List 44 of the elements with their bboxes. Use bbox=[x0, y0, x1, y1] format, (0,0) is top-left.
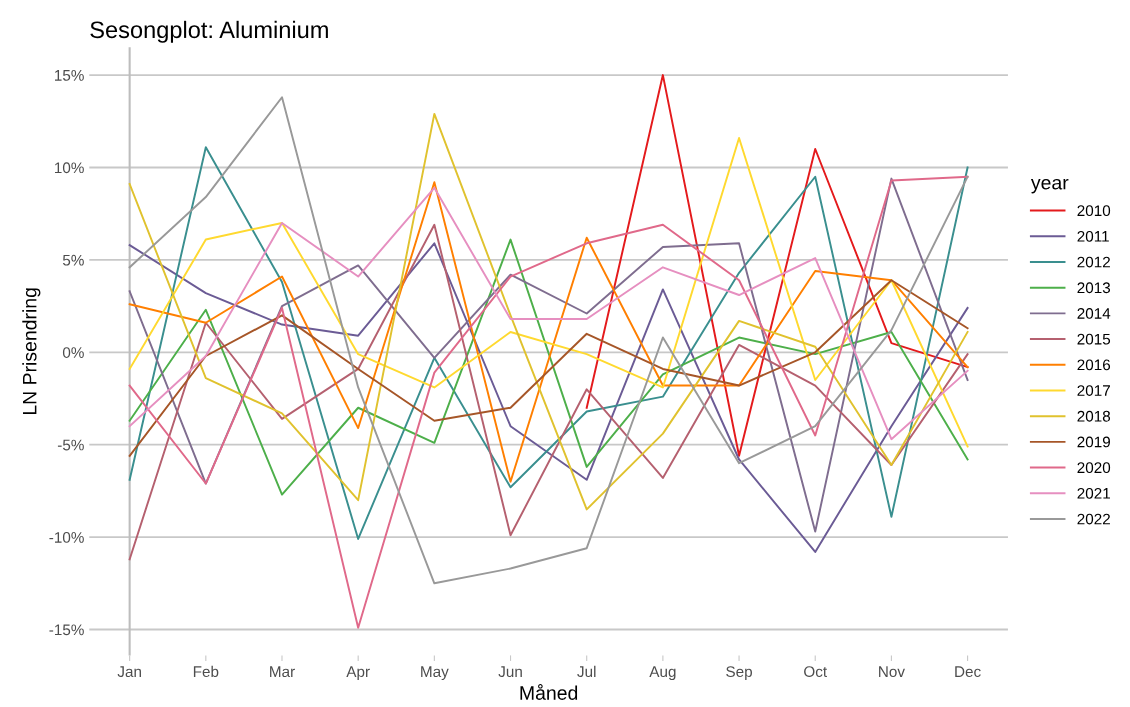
y-tick-label: -5% bbox=[57, 439, 84, 451]
legend-label: 2015 bbox=[1077, 333, 1111, 345]
y-axis-title: LN Prisendring bbox=[22, 288, 41, 415]
x-tick-label: Jun bbox=[498, 666, 522, 678]
x-tick-label: Nov bbox=[879, 666, 905, 678]
legend-label: 2012 bbox=[1077, 256, 1110, 268]
legend-label: 2021 bbox=[1077, 487, 1110, 499]
x-tick-label: Oct bbox=[804, 666, 827, 678]
line-series bbox=[128, 238, 969, 496]
x-tick-label: Aug bbox=[649, 666, 676, 681]
line-series bbox=[585, 74, 969, 457]
legend-label: 2014 bbox=[1077, 308, 1111, 319]
y-tick-label: 15% bbox=[55, 70, 84, 81]
chart-title: Sesongplot: Aluminium bbox=[90, 20, 328, 43]
legend-label: 2019 bbox=[1077, 436, 1110, 448]
x-tick-label: Feb bbox=[193, 665, 219, 678]
y-tick-label: -10% bbox=[49, 531, 84, 543]
x-tick-label: Dec bbox=[955, 666, 981, 678]
x-tick-label: May bbox=[421, 666, 449, 681]
y-tick-label: 10% bbox=[55, 162, 84, 174]
y-tick-label: 0% bbox=[62, 347, 84, 358]
legend-label: 2013 bbox=[1077, 282, 1111, 294]
y-tick-label: -15% bbox=[49, 624, 84, 636]
legend-label: 2010 bbox=[1077, 205, 1111, 217]
legend-label: 2011 bbox=[1077, 230, 1109, 242]
line-series bbox=[128, 175, 969, 629]
legend-label: 2018 bbox=[1077, 410, 1111, 422]
legend-title: year bbox=[1030, 178, 1069, 194]
legend-label: 2022 bbox=[1077, 513, 1110, 525]
line-series bbox=[128, 136, 969, 448]
x-tick-label: Jul bbox=[577, 665, 596, 678]
x-tick-label: Jan bbox=[117, 666, 141, 678]
legend-label: 2016 bbox=[1077, 359, 1111, 371]
x-tick-label: Apr bbox=[346, 666, 370, 681]
legend-label: 2020 bbox=[1077, 462, 1111, 474]
x-tick-label: Mar bbox=[270, 666, 295, 678]
line-series bbox=[128, 279, 969, 457]
x-axis-title: Måned bbox=[520, 684, 578, 700]
x-tick-label: Sep bbox=[726, 666, 753, 681]
legend-label: 2017 bbox=[1077, 385, 1110, 396]
line-series bbox=[128, 181, 969, 483]
line-series bbox=[128, 186, 969, 441]
y-tick-label: 5% bbox=[62, 254, 84, 266]
line-series bbox=[128, 96, 969, 585]
